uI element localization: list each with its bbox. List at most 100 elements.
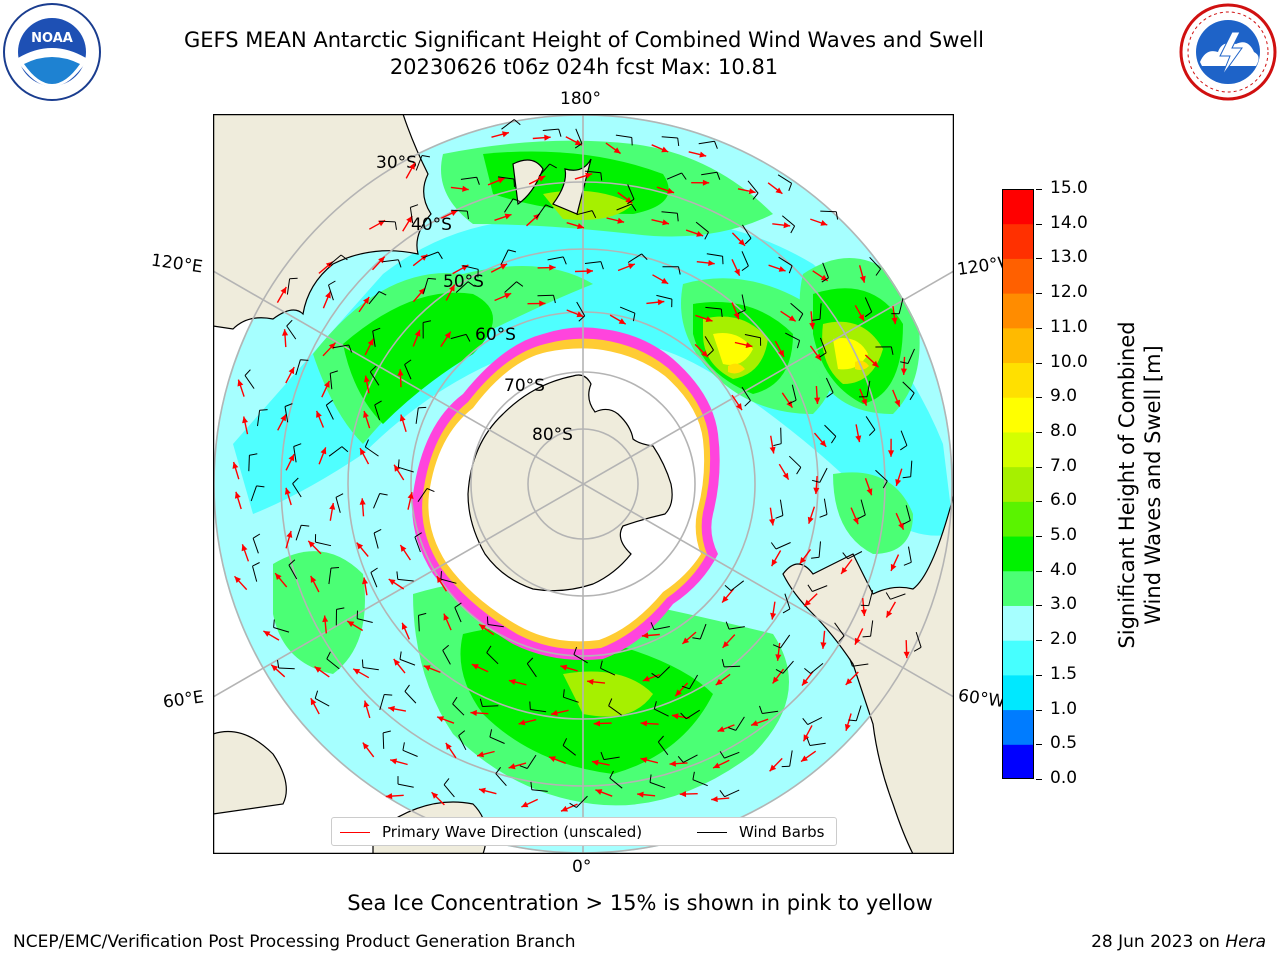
wind-barb-flag	[741, 265, 749, 272]
wave-direction-arrowhead	[544, 134, 551, 141]
wave-direction-arrowhead	[310, 698, 317, 706]
colorbar-band	[1002, 605, 1034, 641]
wind-barb	[698, 140, 715, 145]
colorbar-tick-label: 3.0	[1050, 594, 1078, 615]
sea-ice-note: Sea Ice Concentration > 15% is shown in …	[347, 891, 933, 915]
wind-barb	[397, 578, 414, 582]
wind-barb-flag	[609, 770, 614, 779]
wind-barb	[818, 541, 821, 558]
wave-direction-arrowhead	[549, 264, 556, 271]
wind-barb	[372, 330, 376, 347]
wind-barb	[603, 756, 620, 761]
wind-barb-flag	[631, 203, 637, 211]
lon-label-0: 0°	[572, 857, 592, 877]
wind-barb-flag	[458, 730, 466, 736]
wind-barb	[869, 256, 881, 270]
wind-barb	[809, 742, 826, 746]
wind-barb	[273, 627, 290, 633]
wave-direction-arrowhead	[353, 668, 361, 675]
wind-barb	[825, 377, 834, 393]
wind-barb-flag	[513, 119, 521, 126]
wind-barb-flag	[330, 370, 338, 374]
colorbar-band	[1002, 744, 1034, 779]
wind-barb	[609, 777, 623, 789]
wind-barb	[286, 325, 297, 340]
wind-barb-flag	[467, 281, 475, 287]
wind-barb	[576, 795, 588, 808]
wave-direction-arrowhead	[502, 131, 509, 138]
wind-barb	[326, 658, 340, 670]
wind-barb	[414, 536, 421, 553]
wind-barb	[847, 551, 863, 560]
wave-direction-arrowhead	[242, 416, 248, 424]
wave-direction-arrowhead	[854, 637, 861, 645]
wind-barb	[365, 446, 379, 457]
wind-barb	[250, 485, 257, 502]
wind-barb-flag	[418, 612, 427, 616]
wind-barb	[504, 281, 517, 293]
wind-barb	[780, 634, 791, 649]
wind-barb	[781, 215, 795, 227]
wind-barb	[295, 359, 301, 376]
wave-direction-arrowhead	[388, 705, 395, 712]
wind-barb-flag	[374, 400, 382, 406]
lon-label-180: 180°	[560, 89, 601, 109]
wind-barb-flag	[330, 567, 340, 569]
wave-direction-arrowhead	[406, 216, 413, 223]
colorbar-tick-label: 13.0	[1050, 247, 1088, 268]
nws-logo	[1179, 3, 1277, 101]
wave-direction-arrowhead	[711, 796, 718, 803]
wind-barb	[458, 735, 467, 751]
wave-direction-arrowhead	[329, 503, 336, 510]
wind-barb	[775, 542, 791, 550]
wind-barb	[404, 364, 412, 380]
wind-barb-flag	[512, 198, 521, 203]
wind-barb-flag	[418, 406, 427, 409]
wind-barb-flag	[725, 621, 730, 630]
wind-barb-flag	[627, 198, 635, 205]
wind-barb	[314, 697, 330, 707]
wind-barb-flag	[519, 765, 528, 769]
wave-direction-arrowhead	[316, 410, 322, 418]
wind-barb	[563, 696, 579, 703]
wave-direction-arrowhead	[618, 318, 626, 325]
colorbar-band	[1002, 466, 1034, 502]
wind-barb	[252, 538, 259, 554]
wave-direction-arrowhead	[282, 329, 289, 336]
chart-subtitle: 20230626 t06z 024h fcst Max: 10.81	[389, 55, 779, 79]
wind-barb	[777, 174, 792, 184]
wave-direction-arrowhead	[234, 576, 241, 583]
wind-barb-flag	[578, 315, 586, 322]
wave-direction-arrowhead	[771, 559, 778, 567]
lon-label-60e: 60°E	[161, 687, 206, 713]
colorbar-label-line1: Significant Height of Combined	[1115, 321, 1139, 649]
wind-barb-flag	[790, 225, 796, 234]
wind-barb	[252, 565, 258, 582]
wind-barb-flag	[678, 266, 681, 275]
wind-barb	[328, 254, 342, 266]
wind-barb-flag	[657, 735, 664, 743]
colorbar-tick-mark	[1036, 431, 1042, 433]
wave-direction-arrowhead	[275, 573, 282, 580]
wind-barb-flag	[724, 585, 732, 591]
colorbar-tick-mark	[1036, 605, 1042, 607]
wind-barb-flag	[427, 277, 437, 280]
wind-barb-flag	[574, 143, 583, 149]
lat-label-80s: 80°S	[532, 425, 573, 445]
wind-barb	[823, 498, 828, 515]
wind-barb	[325, 404, 334, 420]
wave-direction-arrowhead	[722, 595, 729, 603]
wind-barb-flag	[325, 399, 333, 406]
wind-barb-flag	[426, 488, 435, 493]
footer-date-text: 28 Jun 2023 on	[1091, 932, 1226, 952]
wind-barb-flag	[558, 128, 562, 137]
wind-barb-flag	[553, 295, 556, 304]
wind-barb	[415, 407, 419, 424]
wind-barb-flag	[300, 359, 309, 361]
wind-barb	[627, 253, 642, 263]
wave-direction-arrowhead	[657, 299, 665, 306]
wind-barb	[288, 564, 298, 580]
wave-direction-arrowhead	[593, 720, 601, 727]
colorbar-band	[1002, 570, 1034, 606]
legend-swatch-wind-barbs	[697, 832, 727, 833]
